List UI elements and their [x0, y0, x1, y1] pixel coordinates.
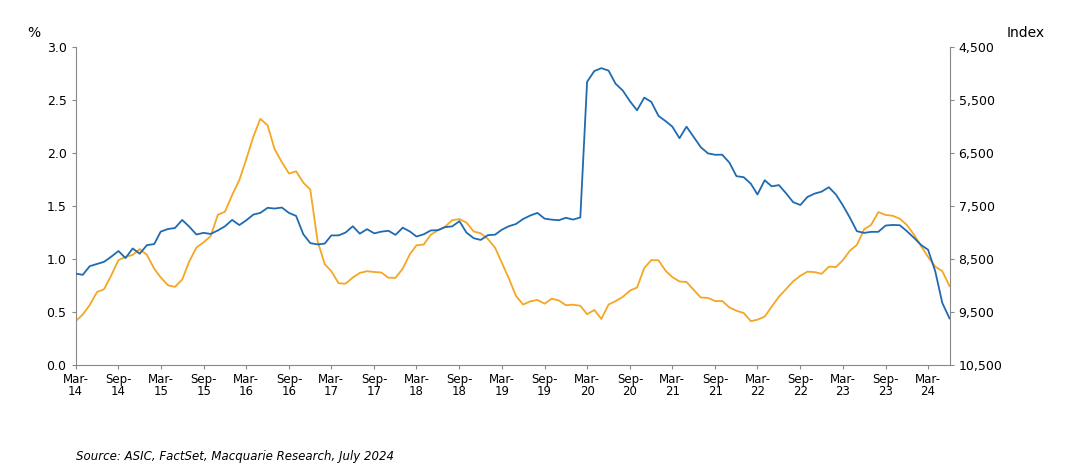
Legend: Majors Short Interests, Bank Index (Inverted - RHS): Majors Short Interests, Bank Index (Inve…	[288, 467, 737, 468]
Text: Source: ASIC, FactSet, Macquarie Research, July 2024: Source: ASIC, FactSet, Macquarie Researc…	[76, 450, 394, 463]
Line: Majors Short Interests: Majors Short Interests	[76, 119, 950, 322]
Text: %: %	[27, 26, 41, 40]
Line: Bank Index (Inverted - RHS): Bank Index (Inverted - RHS)	[76, 68, 950, 318]
Text: Index: Index	[1007, 26, 1044, 40]
